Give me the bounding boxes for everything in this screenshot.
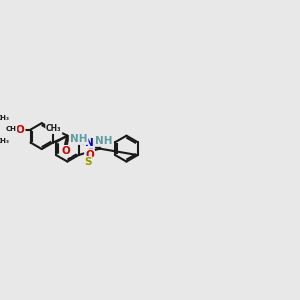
Text: N: N — [85, 138, 94, 148]
Text: O: O — [61, 146, 70, 156]
Text: CH₃: CH₃ — [0, 138, 10, 144]
Text: O: O — [85, 150, 94, 160]
Text: CH₃: CH₃ — [0, 115, 10, 121]
Text: O: O — [16, 124, 24, 135]
Text: NH: NH — [70, 134, 87, 144]
Text: NH: NH — [95, 136, 113, 146]
Text: CH₃: CH₃ — [46, 124, 62, 133]
Text: S: S — [84, 157, 92, 167]
Text: CH: CH — [5, 125, 16, 131]
